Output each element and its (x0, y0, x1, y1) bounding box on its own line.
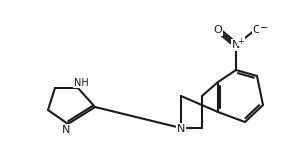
Text: NH: NH (74, 78, 88, 88)
Text: −: − (260, 23, 268, 33)
Text: O: O (214, 25, 223, 35)
Text: N: N (62, 125, 70, 135)
Text: N: N (177, 124, 185, 134)
Text: O: O (253, 25, 261, 35)
Text: +: + (238, 36, 245, 46)
Text: N: N (232, 40, 240, 50)
